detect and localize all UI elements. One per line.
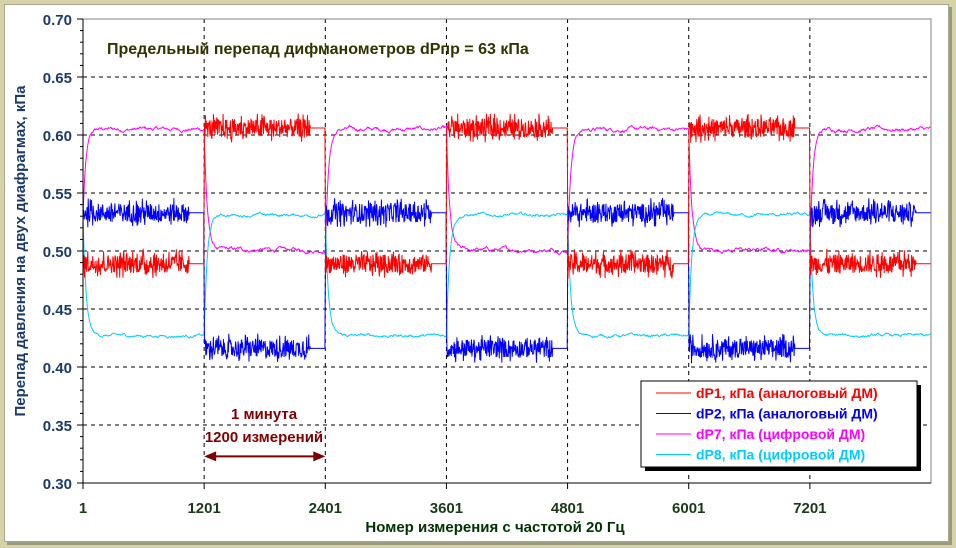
series-line-dP2 [82,197,931,364]
series-line-dP1 [82,113,931,279]
y-tick-label: 0.45 [43,302,72,319]
legend-box [640,380,918,468]
axes: 0.30 0.35 0.40 0.45 0.50 0.55 0.60 0.65 0.70 1 120… [43,12,827,517]
chart-title: Предельный перепад дифманометров dPпр = … [107,41,529,58]
y-tick-label: 0.30 [43,476,72,493]
x-tick-label: 4801 [551,500,584,517]
y-tick-label: 0.65 [43,70,72,87]
annotation: 1 минута 1200 измерений [204,406,326,462]
x-tick-label: 7201 [793,500,826,517]
series-line-dP7 [82,124,931,256]
y-tick-label: 0.35 [43,418,72,435]
arrow-head-left [204,451,217,462]
annotation-arrow [204,451,326,462]
annotation-line1: 1 минута [231,406,298,423]
legend: dP1, кПа (аналоговый ДМ) dP2, кПа (аналог… [640,380,921,471]
x-tick-label: 2401 [309,500,342,517]
series-lines [82,113,931,364]
x-tick-label: 1201 [187,500,220,517]
x-tick-label: 1 [79,500,87,517]
legend-label: dP1, кПа (аналоговый ДМ) [696,385,878,401]
y-tick-label: 0.40 [43,360,72,377]
legend-label: dP8, кПа (цифровой ДМ) [696,447,865,463]
series-line-dP8 [82,211,931,339]
y-tick-label: 0.50 [43,244,72,261]
y-tick-label: 0.55 [43,186,72,203]
arrow-head-right [313,451,326,462]
annotation-line2: 1200 измерений [205,429,323,446]
x-tick-label: 6001 [672,500,705,517]
y-tick-label: 0.70 [43,12,72,29]
y-axis-label: Перепад давления на двух диафрагмах, кПа [12,85,29,417]
y-tick-label: 0.60 [43,128,72,145]
x-tick-label: 3601 [430,500,463,517]
legend-label: dP2, кПа (аналоговый ДМ) [696,406,878,422]
legend-label: dP7, кПа (цифровой ДМ) [696,426,865,442]
x-axis-label: Номер измерения с частотой 20 Гц [365,519,625,536]
